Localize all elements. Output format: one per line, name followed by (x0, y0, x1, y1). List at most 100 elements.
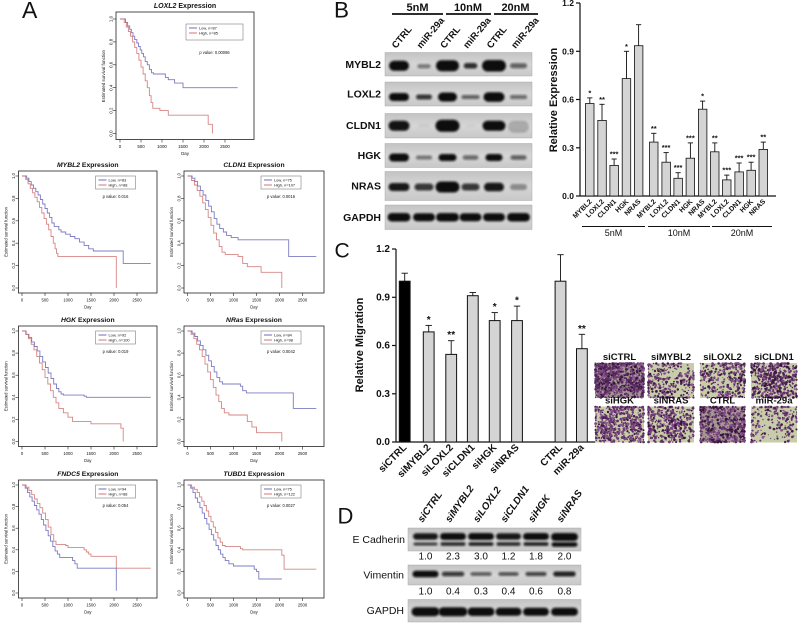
svg-text:2500: 2500 (298, 603, 308, 608)
svg-text:1000: 1000 (229, 298, 239, 303)
svg-text:1.8: 1.8 (529, 552, 543, 563)
svg-text:Relative Expression: Relative Expression (548, 47, 560, 152)
svg-text:0.0: 0.0 (177, 284, 182, 290)
svg-text:CTRL: CTRL (710, 396, 736, 407)
svg-text:0.4: 0.4 (502, 587, 516, 598)
svg-text:Low, n=83: Low, n=83 (109, 177, 127, 182)
svg-text:0.2: 0.2 (177, 262, 182, 268)
svg-text:LOXL2: LOXL2 (347, 89, 381, 101)
svg-text:0.3: 0.3 (562, 143, 574, 153)
svg-text:*: * (493, 302, 497, 313)
svg-text:CLDN1: CLDN1 (346, 120, 381, 132)
svg-text:0.2: 0.2 (177, 568, 182, 574)
svg-text:***: *** (610, 150, 619, 159)
svg-text:*: * (701, 92, 704, 101)
svg-text:***: *** (686, 133, 695, 142)
svg-text:500: 500 (207, 298, 215, 303)
svg-text:*: * (625, 42, 628, 51)
svg-text:0.4: 0.4 (446, 587, 460, 598)
svg-text:Estimated survival function: Estimated survival function (169, 206, 174, 256)
svg-text:0.6: 0.6 (177, 525, 182, 531)
svg-text:siCTRL: siCTRL (603, 352, 636, 363)
svg-text:0: 0 (21, 603, 24, 608)
svg-text:1500: 1500 (86, 603, 96, 608)
svg-text:0.8: 0.8 (109, 38, 114, 45)
svg-text:1.0: 1.0 (109, 15, 114, 22)
svg-text:2500: 2500 (298, 298, 308, 303)
svg-text:**: ** (712, 133, 718, 142)
svg-text:0.0: 0.0 (11, 438, 16, 444)
svg-text:1.0: 1.0 (11, 481, 16, 487)
svg-text:Estimated survival function: Estimated survival function (169, 513, 174, 563)
svg-text:500: 500 (207, 451, 215, 456)
svg-text:High, n=107: High, n=107 (274, 182, 295, 187)
svg-text:0.4: 0.4 (11, 546, 16, 552)
svg-text:0.4: 0.4 (11, 394, 16, 400)
svg-text:0.9: 0.9 (376, 292, 390, 303)
svg-text:0.0: 0.0 (109, 130, 114, 137)
svg-text:5nM: 5nM (605, 228, 623, 238)
svg-text:20nM: 20nM (731, 228, 754, 238)
svg-text:Estimated survival function: Estimated survival function (4, 513, 9, 563)
svg-text:***: *** (735, 154, 744, 163)
svg-text:Low, n=84: Low, n=84 (274, 332, 293, 337)
svg-text:1.0: 1.0 (177, 172, 182, 178)
svg-text:Low, n=94: Low, n=94 (109, 486, 128, 491)
svg-text:0.4: 0.4 (109, 84, 114, 91)
svg-text:20nM: 20nM (501, 2, 529, 14)
svg-text:siMYBL2: siMYBL2 (651, 352, 691, 363)
svg-text:1.0: 1.0 (177, 481, 182, 487)
svg-text:0.6: 0.6 (177, 372, 182, 378)
svg-text:2000: 2000 (275, 451, 285, 456)
svg-text:0.8: 0.8 (177, 195, 182, 201)
svg-text:0.8: 0.8 (11, 503, 16, 509)
svg-text:Day: Day (181, 151, 190, 156)
svg-text:GAPDH: GAPDH (367, 605, 404, 617)
svg-text:0.8: 0.8 (177, 503, 182, 509)
svg-text:0.4: 0.4 (177, 394, 182, 400)
svg-text:0: 0 (21, 298, 24, 303)
svg-text:2.3: 2.3 (446, 552, 460, 563)
svg-text:1.0: 1.0 (177, 327, 182, 333)
svg-text:0.4: 0.4 (177, 546, 182, 552)
svg-text:1000: 1000 (229, 603, 239, 608)
svg-text:2000: 2000 (275, 603, 285, 608)
svg-text:p value: 0.0042: p value: 0.0042 (267, 349, 296, 354)
svg-text:500: 500 (42, 603, 50, 608)
svg-text:***: *** (722, 166, 731, 175)
svg-text:E Cadherin: E Cadherin (352, 534, 405, 546)
svg-text:Day: Day (84, 458, 92, 463)
svg-text:2000: 2000 (109, 603, 119, 608)
svg-text:siHGK: siHGK (605, 396, 634, 407)
svg-text:GAPDH: GAPDH (343, 212, 381, 224)
svg-text:10nM: 10nM (668, 228, 691, 238)
svg-text:500: 500 (207, 603, 215, 608)
svg-text:0.2: 0.2 (177, 416, 182, 422)
svg-text:1000: 1000 (229, 451, 239, 456)
svg-text:0.6: 0.6 (562, 95, 574, 105)
svg-text:siNRAS: siNRAS (654, 396, 689, 407)
svg-text:p value: 0.019: p value: 0.019 (103, 349, 129, 354)
svg-text:TUBD1 Expression: TUBD1 Expression (223, 471, 284, 478)
svg-text:p value: 0.016: p value: 0.016 (103, 194, 129, 199)
svg-text:0.9: 0.9 (562, 46, 574, 56)
svg-text:2000: 2000 (275, 298, 285, 303)
svg-text:1.2: 1.2 (376, 244, 390, 255)
svg-text:*: * (588, 88, 591, 97)
svg-text:0: 0 (186, 451, 189, 456)
svg-text:MYBL2 Expression: MYBL2 Expression (57, 162, 119, 169)
svg-text:***: *** (662, 143, 671, 152)
svg-text:1.0: 1.0 (11, 327, 16, 333)
svg-text:0.2: 0.2 (11, 262, 16, 268)
svg-text:0.6: 0.6 (11, 217, 16, 223)
svg-text:1500: 1500 (178, 144, 188, 149)
svg-text:0.0: 0.0 (177, 589, 182, 595)
svg-text:0: 0 (186, 603, 189, 608)
svg-text:p value: 0.0027: p value: 0.0027 (267, 503, 296, 508)
svg-text:2500: 2500 (132, 298, 142, 303)
svg-text:1.2: 1.2 (502, 552, 516, 563)
svg-text:B: B (334, 0, 349, 23)
svg-text:Estimated survival function: Estimated survival function (101, 50, 106, 103)
svg-text:1500: 1500 (252, 603, 262, 608)
svg-text:0.2: 0.2 (109, 107, 114, 114)
